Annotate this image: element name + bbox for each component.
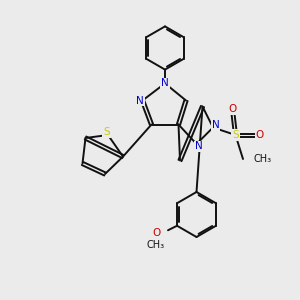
- Text: N: N: [195, 141, 203, 152]
- Text: O: O: [228, 104, 237, 115]
- Text: S: S: [232, 130, 239, 140]
- Text: O: O: [255, 130, 264, 140]
- Text: CH₃: CH₃: [147, 240, 165, 250]
- Text: N: N: [161, 78, 169, 88]
- Text: O: O: [152, 228, 160, 238]
- Text: S: S: [103, 127, 110, 137]
- Text: N: N: [136, 95, 144, 106]
- Text: N: N: [212, 120, 219, 130]
- Text: CH₃: CH₃: [254, 154, 272, 164]
